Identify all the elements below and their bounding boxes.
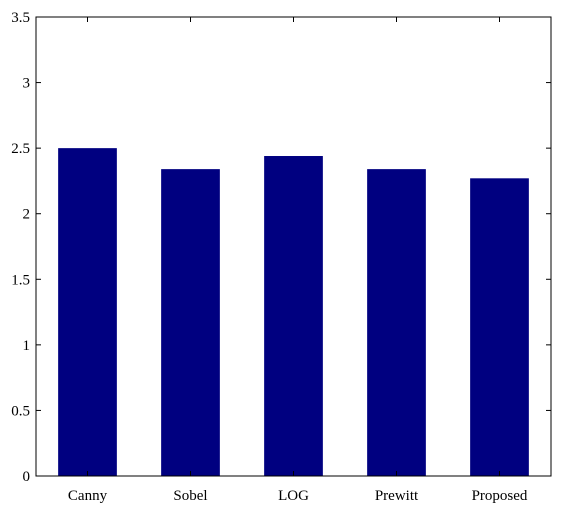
bars: [58, 148, 529, 477]
y-tick-label: 2: [23, 207, 31, 223]
x-category-label: Proposed: [472, 488, 528, 504]
y-tick-label: 1: [23, 338, 31, 354]
x-category-label: Canny: [68, 488, 108, 504]
bar-sobel: [161, 169, 220, 476]
y-tick-label: 0: [23, 469, 31, 485]
x-category-label: Prewitt: [375, 488, 419, 504]
bar-log: [264, 156, 323, 477]
y-tick-label: 1.5: [11, 272, 30, 288]
bar-proposed: [470, 178, 529, 476]
y-tick-label: 3.5: [11, 10, 30, 26]
x-category-label: Sobel: [173, 488, 207, 504]
y-tick-label: 3: [23, 76, 31, 92]
y-tick-label: 2.5: [11, 141, 30, 157]
x-category-label: LOG: [278, 488, 309, 504]
y-axis-ticks: 0 0.5 1 1.5 2 2.5 3 3.5: [11, 10, 551, 485]
plot-area-frame: [35, 16, 552, 477]
bar-prewitt: [367, 169, 426, 476]
y-tick-label: 0.5: [11, 403, 30, 419]
bar-canny: [58, 148, 117, 476]
x-axis-labels: Canny Sobel LOG Prewitt Proposed: [68, 17, 528, 504]
